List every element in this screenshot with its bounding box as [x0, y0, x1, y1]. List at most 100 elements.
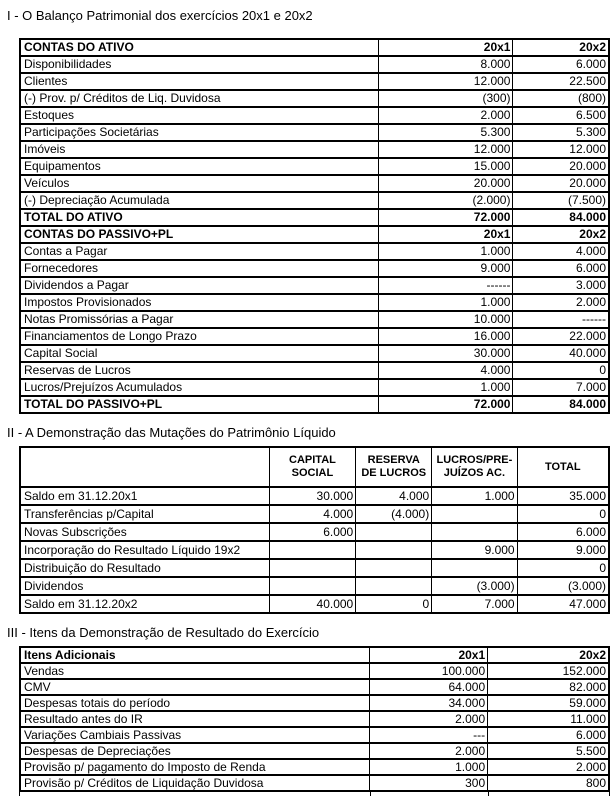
label-cell: (-) Depreciação Acumulada — [19, 191, 380, 210]
section-income-statement-items-title: III - Itens da Demonstração de Resultado… — [7, 625, 320, 640]
value-cell: 5.300 — [378, 123, 514, 142]
table-cutoff-stubs — [19, 792, 610, 797]
label-cell: Imóveis — [19, 140, 380, 159]
label-cell: TOTAL DO ATIVO — [19, 208, 380, 227]
value-cell — [431, 558, 518, 578]
table-row: Despesas de Depreciações 2.000 5.500 — [19, 742, 610, 760]
value-cell: 22.500 — [512, 72, 610, 91]
value-cell: 40.000 — [512, 344, 610, 363]
value-cell: 2.000 — [369, 742, 489, 760]
value-cell: ------ — [378, 276, 514, 295]
value-cell: 64.000 — [369, 678, 489, 696]
value-cell: 5.300 — [512, 123, 610, 142]
value-cell: (800) — [512, 89, 610, 108]
value-cell — [355, 522, 433, 542]
value-cell: 12.000 — [378, 72, 514, 91]
value-cell: 12.000 — [378, 140, 514, 159]
label-cell: Saldo em 31.12.20x2 — [19, 594, 270, 614]
value-cell: 4.000 — [268, 504, 357, 524]
value-cell: 6.000 — [516, 522, 610, 542]
label-cell: Resultado antes do IR — [19, 710, 371, 728]
table-row: Despesas totais do período 34.000 59.000 — [19, 694, 610, 712]
value-cell: (4.000) — [355, 504, 433, 524]
table-row: Saldo em 31.12.20x2 40.000 0 7.000 47.000 — [19, 594, 610, 614]
value-cell: 6.000 — [512, 259, 610, 278]
value-cell: (300) — [378, 89, 514, 108]
header-row: Itens Adicionais 20x1 20x2 — [19, 646, 610, 664]
label-cell: Capital Social — [19, 344, 380, 363]
label-cell: Disponibilidades — [19, 55, 380, 74]
value-cell: 0 — [355, 594, 433, 614]
column-header: 20x1 — [369, 646, 489, 664]
value-cell: 22.000 — [512, 327, 610, 346]
table-row: TOTAL DO PASSIVO+PL 72.000 84.000 — [19, 395, 610, 414]
value-cell: 1.000 — [378, 242, 514, 261]
label-cell: Fornecedores — [19, 259, 380, 278]
table-row: Contas a Pagar 1.000 4.000 — [19, 242, 610, 261]
value-cell: 6.500 — [512, 106, 610, 125]
section-income-statement-items: III - Itens da Demonstração de Resultado… — [7, 625, 615, 797]
table-row: Incorporação do Resultado Líquido 19x2 9.… — [19, 540, 610, 560]
value-cell: --- — [369, 726, 489, 744]
table-row: CMV 64.000 82.000 — [19, 678, 610, 696]
value-cell: 0 — [516, 558, 610, 578]
header-row: CONTAS DO ATIVO 20x1 20x2 — [19, 38, 610, 57]
value-cell: 72.000 — [378, 395, 514, 414]
column-header: Itens Adicionais — [19, 646, 371, 664]
label-cell: Contas a Pagar — [19, 242, 380, 261]
label-cell: Veículos — [19, 174, 380, 193]
value-cell: (3.000) — [516, 576, 610, 596]
table-row: Impostos Provisionados 1.000 2.000 — [19, 293, 610, 312]
value-cell: 2.000 — [378, 106, 514, 125]
column-header: CONTAS DO ATIVO — [19, 38, 380, 57]
label-cell: Despesas totais do período — [19, 694, 371, 712]
label-cell: Participações Societárias — [19, 123, 380, 142]
table-row: Dividendos (3.000) (3.000) — [19, 576, 610, 596]
table-row: CONTAS DO PASSIVO+PL 20x1 20x2 — [19, 225, 610, 244]
value-cell: (2.000) — [378, 191, 514, 210]
value-cell — [268, 576, 357, 596]
value-cell: 3.000 — [512, 276, 610, 295]
label-cell: Provisão p/ pagamento do Imposto de Rend… — [19, 758, 371, 776]
label-cell: CMV — [19, 678, 371, 696]
label-cell: Despesas de Depreciações — [19, 742, 371, 760]
table-row: Provisão p/ pagamento do Imposto de Rend… — [19, 758, 610, 776]
label-cell: Equipamentos — [19, 157, 380, 176]
label-cell: Novas Subscrições — [19, 522, 270, 542]
value-cell: 8.000 — [378, 55, 514, 74]
value-cell: 30.000 — [378, 344, 514, 363]
label-cell: Dividendos a Pagar — [19, 276, 380, 295]
value-cell: 16.000 — [378, 327, 514, 346]
value-cell: 20.000 — [378, 174, 514, 193]
column-header: TOTAL — [516, 446, 610, 488]
section-balance-sheet-title: I - O Balanço Patrimonial dos exercícios… — [7, 8, 313, 23]
label-cell: Notas Promissórias a Pagar — [19, 310, 380, 329]
value-cell — [355, 558, 433, 578]
label-cell: CONTAS DO PASSIVO+PL — [19, 225, 380, 244]
value-cell: 59.000 — [487, 694, 610, 712]
value-cell: 7.000 — [431, 594, 518, 614]
value-cell: 0 — [512, 361, 610, 380]
value-cell: 4.000 — [512, 242, 610, 261]
table-row: Resultado antes do IR 2.000 11.000 — [19, 710, 610, 728]
balance-sheet-table: CONTAS DO ATIVO 20x1 20x2 Disponibilidades 8… — [19, 38, 610, 414]
value-cell: 300 — [369, 774, 489, 792]
value-cell: 34.000 — [369, 694, 489, 712]
value-cell — [268, 540, 357, 560]
table-row: Reservas de Lucros 4.000 0 — [19, 361, 610, 380]
label-cell: Financiamentos de Longo Prazo — [19, 327, 380, 346]
table-row: Clientes 12.000 22.500 — [19, 72, 610, 91]
label-cell: Transferências p/Capital — [19, 504, 270, 524]
value-cell: 2.000 — [487, 758, 610, 776]
value-cell: 72.000 — [378, 208, 514, 227]
label-cell: Clientes — [19, 72, 380, 91]
value-cell: 9.000 — [516, 540, 610, 560]
value-cell: 5.500 — [487, 742, 610, 760]
column-header: CAPITAL SOCIAL — [268, 446, 357, 488]
table-row: Participações Societárias 5.300 5.300 — [19, 123, 610, 142]
value-cell: 30.000 — [268, 486, 357, 506]
header-row: CAPITAL SOCIAL RESERVA DE LUCROS LUCROS/PR… — [19, 446, 610, 488]
value-cell: ------ — [512, 310, 610, 329]
value-cell: 9.000 — [431, 540, 518, 560]
